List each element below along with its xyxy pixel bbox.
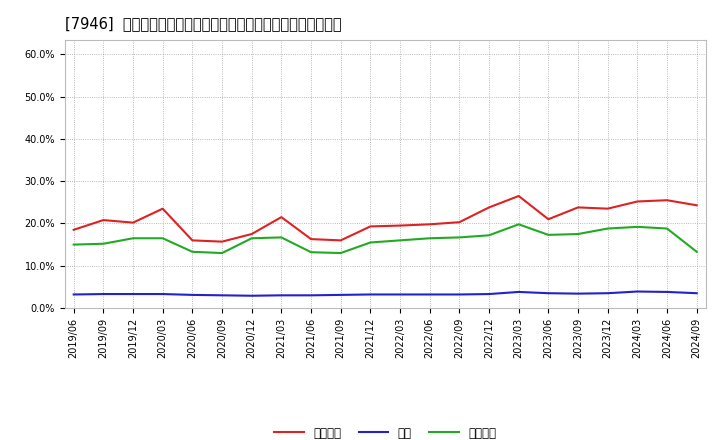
買入債務 bbox=[248, 235, 256, 241]
買入債務 bbox=[277, 235, 286, 240]
在庫 bbox=[633, 289, 642, 294]
買入債務 bbox=[69, 242, 78, 247]
在庫 bbox=[188, 292, 197, 297]
Text: [7946]  売上債権、在庫、買入債務の総資産に対する比率の推移: [7946] 売上債権、在庫、買入債務の総資産に対する比率の推移 bbox=[65, 16, 341, 32]
売上債権 bbox=[129, 220, 138, 225]
買入債務 bbox=[99, 241, 108, 246]
在庫 bbox=[693, 290, 701, 296]
買入債務 bbox=[217, 250, 226, 256]
売上債権 bbox=[69, 227, 78, 232]
買入債務 bbox=[544, 232, 553, 238]
Line: 在庫: 在庫 bbox=[73, 292, 697, 296]
売上債権 bbox=[336, 238, 345, 243]
Legend: 売上債権, 在庫, 買入債務: 売上債権, 在庫, 買入債務 bbox=[274, 427, 496, 440]
在庫 bbox=[514, 289, 523, 294]
在庫 bbox=[366, 292, 374, 297]
買入債務 bbox=[662, 226, 671, 231]
在庫 bbox=[99, 291, 108, 297]
買入債務 bbox=[455, 235, 464, 240]
在庫 bbox=[307, 293, 315, 298]
買入債務 bbox=[633, 224, 642, 230]
売上債権 bbox=[307, 236, 315, 242]
在庫 bbox=[455, 292, 464, 297]
買入債務 bbox=[158, 235, 167, 241]
買入債務 bbox=[129, 235, 138, 241]
買入債務 bbox=[336, 250, 345, 256]
売上債権 bbox=[248, 231, 256, 237]
売上債権 bbox=[366, 224, 374, 229]
買入債務 bbox=[693, 249, 701, 254]
売上債権 bbox=[544, 216, 553, 222]
在庫 bbox=[662, 289, 671, 294]
売上債権 bbox=[603, 206, 612, 211]
在庫 bbox=[396, 292, 405, 297]
在庫 bbox=[544, 290, 553, 296]
売上債権 bbox=[217, 239, 226, 244]
売上債権 bbox=[277, 214, 286, 220]
在庫 bbox=[217, 293, 226, 298]
売上債権 bbox=[693, 203, 701, 208]
Line: 売上債権: 売上債権 bbox=[73, 196, 697, 242]
売上債権 bbox=[158, 206, 167, 211]
在庫 bbox=[485, 291, 493, 297]
売上債権 bbox=[485, 205, 493, 210]
売上債権 bbox=[426, 222, 434, 227]
Line: 買入債務: 買入債務 bbox=[73, 224, 697, 253]
買入債務 bbox=[396, 238, 405, 243]
売上債権 bbox=[188, 238, 197, 243]
在庫 bbox=[574, 291, 582, 296]
在庫 bbox=[426, 292, 434, 297]
買入債務 bbox=[603, 226, 612, 231]
売上債権 bbox=[662, 198, 671, 203]
売上債権 bbox=[514, 193, 523, 198]
買入債務 bbox=[485, 233, 493, 238]
買入債務 bbox=[307, 249, 315, 255]
買入債務 bbox=[426, 235, 434, 241]
買入債務 bbox=[366, 240, 374, 245]
買入債務 bbox=[574, 231, 582, 237]
買入債務 bbox=[514, 222, 523, 227]
在庫 bbox=[158, 291, 167, 297]
在庫 bbox=[69, 292, 78, 297]
在庫 bbox=[248, 293, 256, 298]
在庫 bbox=[129, 291, 138, 297]
在庫 bbox=[336, 292, 345, 297]
売上債権 bbox=[99, 217, 108, 223]
売上債権 bbox=[396, 223, 405, 228]
売上債権 bbox=[455, 220, 464, 225]
売上債権 bbox=[574, 205, 582, 210]
在庫 bbox=[277, 293, 286, 298]
買入債務 bbox=[188, 249, 197, 254]
在庫 bbox=[603, 290, 612, 296]
売上債権 bbox=[633, 199, 642, 204]
